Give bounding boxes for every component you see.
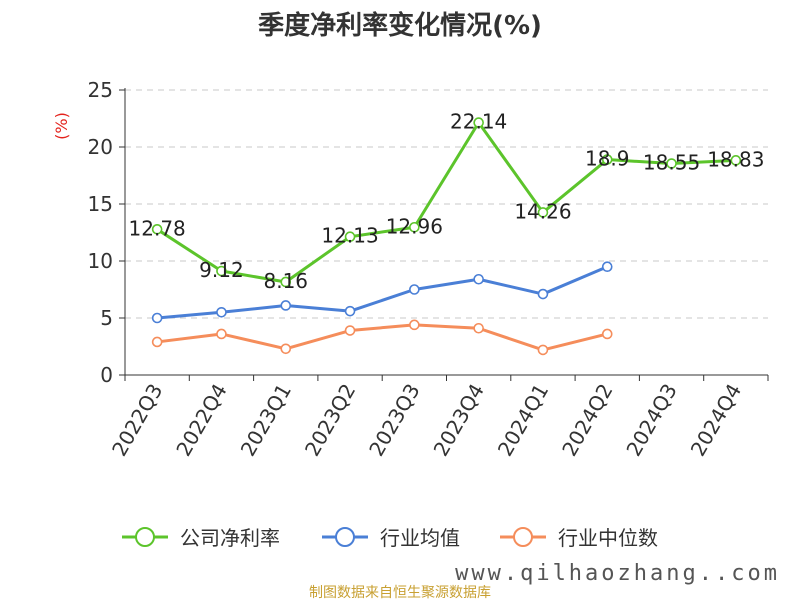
data-point-0-5: [473, 117, 484, 128]
x-tick-label-2024Q3: 2024Q3: [621, 380, 681, 461]
x-tick-label-2023Q4: 2023Q4: [429, 380, 489, 461]
data-point-0-4: [409, 221, 420, 233]
series-group: [151, 117, 742, 356]
y-tick-label-20: 20: [88, 135, 113, 159]
data-label-0-6: 14.26: [514, 199, 571, 223]
y-tick-label-15: 15: [88, 192, 113, 216]
data-point-0-2: [280, 276, 292, 288]
legend-swatch-marker-1: [335, 527, 355, 547]
gridlines: [125, 89, 768, 319]
data-label-0-4: 12.96: [386, 214, 443, 238]
data-point-2-4: [409, 319, 420, 331]
data-point-1-1: [216, 306, 227, 318]
data-point-0-7: [601, 154, 613, 165]
y-tick-label-10: 10: [88, 249, 113, 273]
data-point-1-3: [344, 305, 356, 317]
data-point-0-1: [216, 265, 227, 277]
data-label-0-0: 12.78: [129, 216, 186, 240]
data-point-2-3: [344, 325, 356, 336]
data-label-0-3: 12.13: [321, 224, 378, 248]
data-point-0-6: [537, 207, 549, 218]
y-tick-label-5: 5: [100, 306, 113, 330]
x-tick-label-2024Q4: 2024Q4: [686, 380, 746, 461]
data-label-0-7: 18.9: [585, 147, 630, 171]
data-point-0-0: [151, 224, 163, 235]
series-2: [151, 319, 613, 356]
data-point-0-9: [730, 155, 742, 166]
axes: 0 5 10 15 20 25 2022Q3 2022Q4 2023Q1 2023Q2 2023Q3…: [88, 78, 769, 461]
data-point-0-3: [344, 231, 356, 243]
data-point-1-4: [409, 284, 420, 295]
watermark: www.qilhaozhang..com: [455, 561, 780, 586]
data-point-1-7: [601, 261, 613, 273]
data-point-1-2: [280, 300, 292, 311]
series-line-1: [157, 265, 608, 320]
data-point-2-2: [280, 343, 292, 355]
data-label-0-8: 18.55: [643, 151, 700, 175]
data-label-0-9: 18.83: [707, 147, 764, 171]
legend: 公司净利率 行业均值 行业中位数: [122, 526, 658, 550]
chart-title: 季度净利率变化情况(%): [258, 10, 542, 41]
legend-swatch-marker-2: [513, 527, 533, 547]
x-tick-label-2023Q2: 2023Q2: [300, 380, 360, 461]
y-tick-label-25: 25: [88, 78, 113, 102]
data-point-0-8: [666, 158, 677, 169]
data-point-1-5: [473, 273, 484, 285]
data-point-1-6: [537, 288, 549, 300]
legend-label-2: 行业中位数: [558, 526, 658, 550]
data-point-2-1: [216, 328, 227, 340]
legend-item-1: 行业均值: [322, 526, 460, 550]
series-line-0: [156, 121, 736, 284]
x-tick-label-2023Q3: 2023Q3: [364, 380, 424, 461]
x-tick-label-2022Q4: 2022Q4: [171, 380, 231, 461]
data-point-2-5: [473, 322, 484, 334]
x-tick-label-2023Q1: 2023Q1: [236, 380, 296, 461]
data-label-0-1: 9.12: [199, 258, 244, 282]
legend-item-0: 公司净利率: [122, 526, 280, 550]
series-0: [151, 117, 742, 288]
x-tick-label-2024Q2: 2024Q2: [557, 380, 617, 461]
data-point-2-6: [537, 344, 549, 356]
series-line-2: [156, 323, 608, 352]
legend-label-1: 行业均值: [380, 526, 460, 550]
data-point-1-0: [151, 312, 163, 324]
data-labels: 12.78 9.12 8.16 12.13 12.96 22.14 14.26 18.9 18.…: [129, 110, 765, 293]
y-tick-label-0: 0: [100, 363, 113, 387]
data-point-2-7: [601, 328, 613, 340]
y-axis-unit-label: (%): [52, 112, 71, 140]
data-label-0-5: 22.14: [450, 110, 507, 134]
x-tick-label-2022Q3: 2022Q3: [107, 380, 167, 461]
series-1: [151, 261, 613, 324]
source-note: 制图数据来自恒生聚源数据库: [309, 585, 491, 600]
data-point-2-0: [151, 336, 163, 348]
legend-swatch-marker-0: [135, 527, 155, 547]
legend-item-2: 行业中位数: [500, 526, 658, 550]
data-label-0-2: 8.16: [263, 269, 308, 293]
legend-label-0: 公司净利率: [180, 526, 280, 550]
x-tick-label-2024Q1: 2024Q1: [493, 380, 553, 461]
